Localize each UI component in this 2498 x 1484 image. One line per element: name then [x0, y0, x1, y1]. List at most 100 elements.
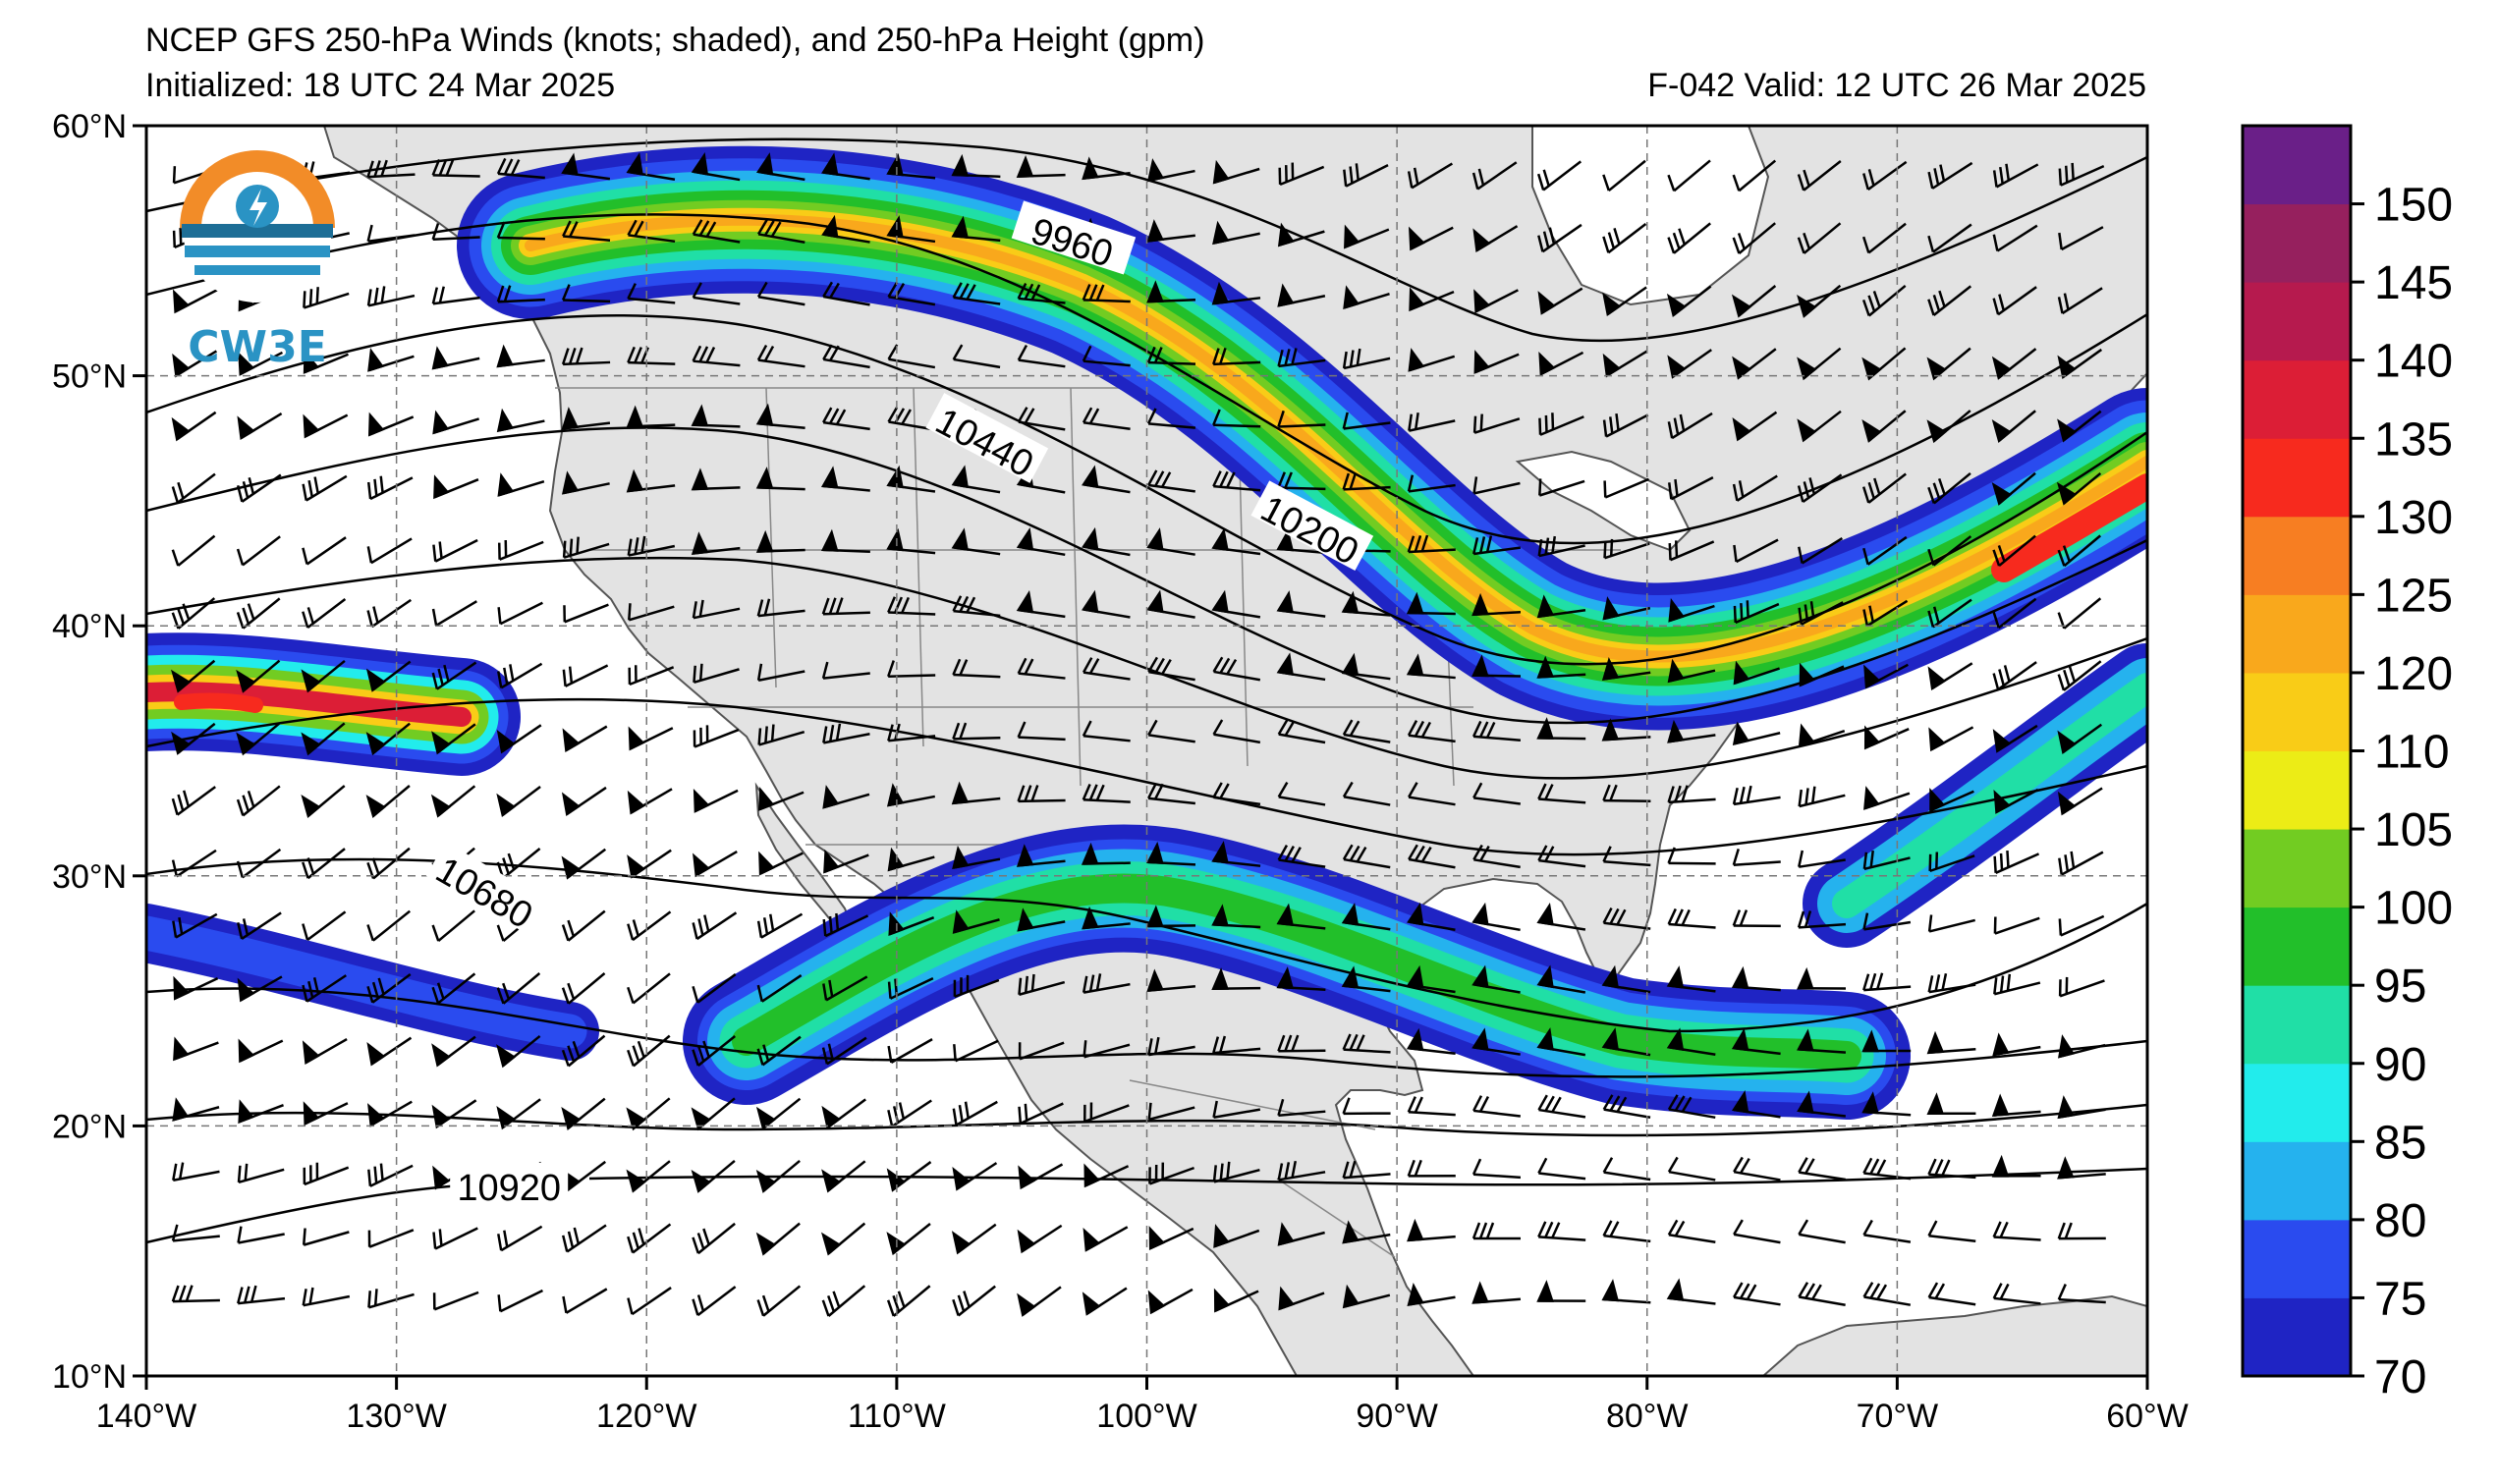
wind-barb [1863, 663, 1909, 689]
wind-barb [756, 663, 805, 682]
wind-barb [1927, 662, 1973, 690]
wind-barb [1667, 412, 1713, 440]
wind-barb [302, 1037, 348, 1066]
wind-barb [1471, 1222, 1521, 1240]
wind-barb [1017, 1224, 1063, 1254]
wind-barb [1147, 469, 1195, 493]
wind-barb [626, 1097, 671, 1131]
wind-barb [951, 465, 1001, 494]
wind-barb [1343, 163, 1389, 188]
wind-barb [301, 659, 346, 693]
wind-barb [1862, 160, 1908, 191]
wind-barb [173, 1036, 219, 1062]
colorbar-segment [2243, 359, 2351, 439]
wind-barb [1991, 410, 2036, 443]
wind-barb [430, 785, 476, 818]
wind-barb [1146, 527, 1195, 556]
colorbar-tick-label: 100 [2374, 883, 2453, 935]
wind-barb [823, 849, 869, 874]
wind-barb [953, 974, 1000, 998]
wind-barb [1344, 224, 1390, 249]
wind-barb [1018, 1163, 1064, 1190]
wind-barb [692, 219, 741, 244]
wind-barb [1666, 1027, 1716, 1056]
wind-barb [1473, 350, 1520, 374]
wind-barb [1927, 972, 1976, 994]
wind-barb [692, 1035, 737, 1067]
wind-barb [1733, 600, 1780, 625]
wind-barb [1342, 348, 1391, 370]
wind-barb [1602, 596, 1651, 621]
lon-tick-label: 60°W [2106, 1398, 2189, 1435]
wind-barb [1536, 717, 1586, 741]
wind-barb [1473, 289, 1519, 314]
wind-barb [172, 350, 218, 378]
wind-barb [1797, 410, 1842, 443]
wind-barb [1733, 660, 1780, 686]
wind-barb [1927, 223, 1972, 253]
wind-barb [1146, 905, 1196, 928]
wind-barb [1407, 902, 1456, 932]
wind-barb [1147, 656, 1195, 682]
wind-barb [1471, 1281, 1522, 1304]
wind-barb [1148, 1162, 1194, 1185]
wind-barb [1146, 968, 1196, 992]
wind-barb [1602, 159, 1646, 192]
wind-barb [1471, 964, 1521, 994]
wind-barb [497, 601, 543, 626]
wind-barb [1471, 592, 1522, 617]
wind-barb [1082, 1287, 1128, 1316]
colorbar-tick-label: 150 [2374, 180, 2453, 232]
colorbar-tick-label: 135 [2374, 413, 2453, 466]
wind-barb [1991, 471, 2036, 506]
wind-barb [1732, 721, 1781, 745]
lat-tick-label: 30°N [52, 858, 127, 896]
wind-barb [302, 974, 347, 1003]
wind-barb [431, 723, 476, 755]
wind-barb [1082, 906, 1131, 930]
wind-barb [1277, 222, 1325, 247]
wind-barb [1342, 472, 1391, 491]
valid-time: F-042 Valid: 12 UTC 26 Mar 2025 [1647, 67, 2146, 104]
wind-barb [1342, 844, 1391, 869]
wind-barb [1797, 1028, 1847, 1054]
wind-barb [497, 1225, 543, 1252]
wind-barb [1926, 1092, 1976, 1115]
wind-barb [1668, 476, 1714, 501]
wind-barb [1992, 1221, 2041, 1241]
wind-barb [627, 1034, 671, 1068]
wind-barb [2058, 162, 2105, 187]
wind-barb [1277, 410, 1326, 428]
wind-barb [1991, 1154, 2041, 1178]
colorbar-tick-label: 125 [2374, 570, 2453, 622]
wind-barb [172, 1162, 220, 1182]
wind-barb [1537, 1221, 1586, 1241]
wind-barb [1666, 965, 1716, 993]
wind-barb [756, 219, 805, 244]
wind-barb [367, 412, 415, 437]
wind-barb [756, 281, 805, 306]
wind-barb [755, 529, 805, 553]
wind-barb [236, 473, 282, 503]
wind-barb [755, 403, 805, 430]
wind-barb [887, 1099, 932, 1127]
wind-barb [1992, 224, 2038, 252]
wind-barb [1926, 410, 1971, 444]
wind-barb [431, 286, 480, 305]
height-contour [146, 857, 2147, 1033]
wind-barb [1277, 1098, 1326, 1117]
wind-barb [238, 1099, 284, 1125]
wind-barb [172, 289, 218, 314]
wind-barb [1601, 964, 1651, 994]
wind-barb [1537, 1094, 1586, 1119]
wind-barb [366, 286, 416, 307]
wind-barb [237, 412, 283, 441]
wind-barb [1861, 347, 1907, 381]
colorbar-tick-label: 90 [2374, 1039, 2426, 1091]
wind-barb [171, 1285, 220, 1303]
wind-barb [1992, 597, 2037, 630]
wind-barb [366, 598, 412, 629]
wind-barb [821, 1285, 866, 1317]
wind-barb [1731, 1027, 1781, 1056]
wind-barb [1211, 904, 1261, 929]
